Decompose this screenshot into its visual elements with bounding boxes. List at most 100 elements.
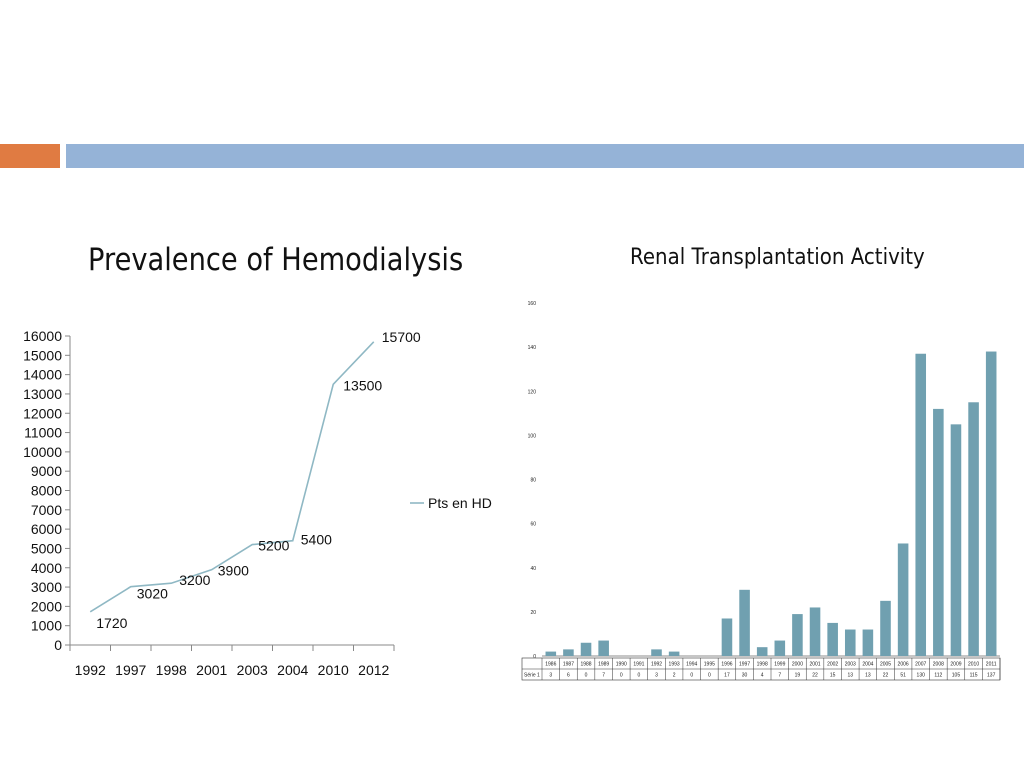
data-label: 3900 [218,563,249,579]
x-tick-label: 2004 [862,662,873,668]
bar-2008 [933,408,944,656]
bar-1987 [563,649,574,656]
data-table-value: 0 [585,673,588,679]
x-tick-label: 1994 [686,662,697,668]
data-table-value: 30 [742,673,748,679]
data-label: 3020 [137,586,168,602]
x-tick-label: 2012 [358,662,389,678]
x-tick-label: 2002 [827,662,838,668]
data-table-row-label: Série 1 [524,673,540,679]
x-tick-label: 2010 [968,662,979,668]
x-tick-label: 2001 [196,662,227,678]
x-tick-label: 2001 [809,662,820,668]
x-tick-label: 1991 [633,662,644,668]
x-tick-label: 1987 [563,662,574,668]
bar-2009 [950,424,962,656]
bar-2003 [844,629,856,656]
data-table-value: 137 [987,673,996,679]
data-table-value: 51 [900,673,906,679]
x-tick-label: 2004 [277,662,308,678]
x-tick-label: 1990 [616,662,627,668]
x-tick-label: 1998 [757,662,768,668]
data-table-value: 115 [970,673,978,679]
x-tick-label: 1997 [115,662,146,678]
x-tick-label: 1998 [156,662,187,678]
data-table-value: 0 [690,673,693,679]
data-label: 1720 [96,615,127,631]
data-table-value: 2 [673,673,676,679]
data-table-value: 13 [847,673,853,679]
bar-1998 [756,647,768,656]
hemodialysis-chart-title: Prevalence of Hemodialysis [88,242,464,278]
data-table-value: 17 [724,673,730,679]
y-tick-label: 4000 [31,560,62,576]
y-tick-label: 12000 [23,405,62,421]
bar-1992 [651,649,662,656]
x-tick-label: 2010 [318,662,349,678]
y-tick-label: 9000 [31,463,62,479]
data-table-value: 6 [567,673,570,679]
x-tick-label: 2008 [933,662,944,668]
data-label: 15700 [382,329,421,345]
data-table-value: 0 [637,673,640,679]
accent-bar-orange [0,144,60,168]
accent-bar-blue [66,144,1024,168]
y-tick-label: 0 [54,637,62,653]
x-tick-label: 1989 [598,662,609,668]
y-tick-label: 16000 [23,328,62,344]
y-tick-label: 100 [528,433,537,439]
bar-2010 [968,402,979,656]
y-tick-label: 15000 [23,347,62,363]
x-tick-label: 1993 [669,662,680,668]
bar-2007 [915,353,927,656]
bar-1989 [598,640,609,656]
bar-2006 [897,543,909,656]
x-tick-label: 1986 [545,662,556,668]
data-table-value: 4 [761,673,764,679]
data-table-value: 3 [549,673,552,679]
x-tick-label: 2006 [898,662,909,668]
series-line-pts-en-hd [89,341,375,613]
y-tick-label: 60 [530,522,536,528]
x-tick-label: 1992 [651,662,662,668]
x-tick-label: 2007 [915,662,926,668]
bar-1988 [580,642,592,656]
data-table-value: 19 [795,673,801,679]
y-tick-label: 7000 [31,502,62,518]
data-table-value: 15 [830,673,836,679]
data-table-value: 130 [917,673,926,679]
bar-1997 [739,589,750,656]
data-label: 5200 [258,538,289,554]
data-table-value: 112 [934,673,942,679]
bar-1999 [774,640,786,656]
data-table-value: 22 [883,673,889,679]
y-tick-label: 160 [528,301,537,307]
y-tick-label: 14000 [23,367,62,383]
bar-2011 [985,351,997,656]
y-tick-label: 2000 [31,598,62,614]
y-tick-label: 140 [528,345,537,351]
data-table-value: 13 [865,673,871,679]
bar-2002 [827,622,838,656]
y-tick-label: 3000 [31,579,62,595]
bar-2004 [862,629,874,656]
data-table-value: 22 [812,673,818,679]
y-tick-label: 8000 [31,483,62,499]
x-tick-label: 1992 [75,662,106,678]
y-tick-label: 1000 [31,618,62,634]
x-tick-label: 2011 [986,662,997,668]
legend-label: Pts en HD [428,495,492,511]
y-tick-label: 80 [530,478,536,484]
x-tick-label: 1997 [739,662,750,668]
y-tick-label: 10000 [23,444,62,460]
data-table-value: 105 [952,673,961,679]
bar-2001 [809,607,821,656]
x-tick-label: 1996 [721,662,732,668]
y-tick-label: 5000 [31,540,62,556]
bar-1986 [545,651,557,656]
data-table-value: 3 [655,673,658,679]
data-table-value: 7 [778,673,781,679]
transplant-chart-title: Renal Transplantation Activity [630,245,925,270]
